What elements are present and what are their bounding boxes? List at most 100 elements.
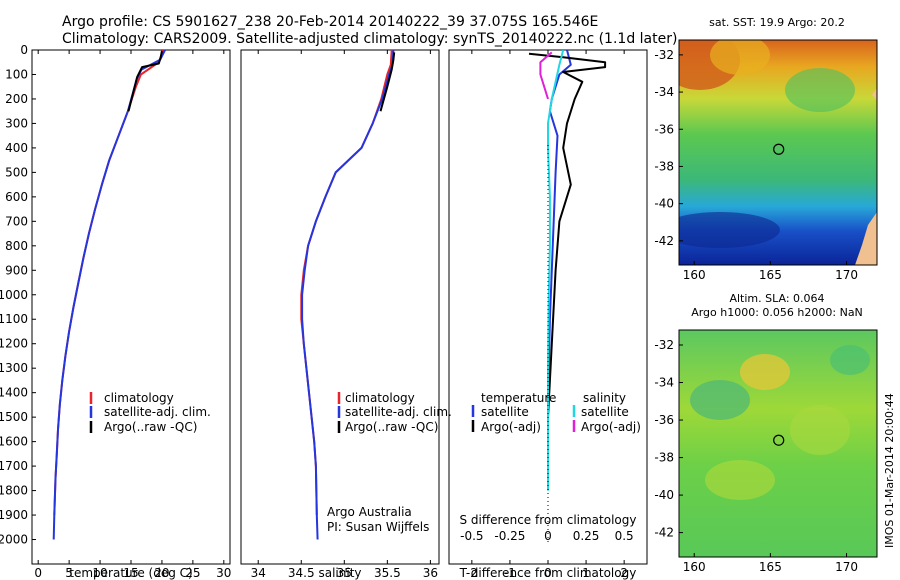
sla-map-frame [678, 329, 878, 558]
series-line [528, 52, 607, 467]
argo-location-marker [773, 143, 785, 155]
difference-profile-lines [528, 50, 607, 491]
x-tick-label: 15 [123, 566, 138, 580]
salinity-legend: climatology satellite-adj. clim. Argo(..… [337, 391, 452, 434]
legend-label-satellite: satellite-adj. clim. [104, 405, 211, 419]
legend-title-salinity: salinity [583, 391, 626, 405]
t-difference-axis-label: T difference from climatology [459, 566, 637, 580]
depth-tick-label: 1600 [0, 435, 28, 449]
legend-label-argo: Argo(..raw -QC) [104, 420, 197, 434]
depth-tick-label: 1100 [0, 312, 28, 326]
s-diff-tick-label: -0.25 [494, 529, 525, 543]
sst-map-title: sat. SST: 19.9 Argo: 20.2 [709, 16, 845, 29]
x-tick-label: 25 [185, 566, 200, 580]
series-line [539, 51, 553, 100]
legend-label-temp-satellite: satellite [481, 405, 529, 419]
map-y-tick-label: -38 [654, 159, 674, 173]
x-tick-label: 35.5 [374, 566, 401, 580]
argo-location-marker [773, 434, 785, 446]
depth-tick-label: 1900 [0, 508, 28, 522]
depth-tick-label: 2000 [0, 533, 28, 547]
x-tick-label: 1 [582, 566, 590, 580]
temperature-axis-label: temperature (deg C) [69, 566, 192, 580]
sla-map-axes: 160 165 170 -32 -34 -36 -38 -40 -42 [654, 338, 858, 574]
legend-label-satellite: satellite-adj. clim. [345, 405, 452, 419]
map-y-tick-label: -40 [654, 488, 674, 502]
difference-salinity-legend: salinity satellite Argo(-adj) [572, 391, 641, 434]
depth-tick-label: 500 [5, 165, 28, 179]
series-line [379, 52, 396, 112]
x-tick-label: 5 [65, 566, 73, 580]
legend-label-climatology: climatology [345, 391, 415, 405]
depth-axis: 0 100 200 300 400 500 600 700 800 900 1000 1100 1200… [0, 43, 36, 547]
legend-label-climatology: climatology [104, 391, 174, 405]
x-tick-label: 34 [251, 566, 266, 580]
temperature-legend: climatology satellite-adj. clim. Argo(..… [89, 391, 211, 434]
depth-tick-label: 100 [5, 67, 28, 81]
series-line [301, 50, 395, 540]
depth-tick-label: 300 [5, 116, 28, 130]
map-x-tick-label: 165 [759, 268, 782, 282]
map-y-tick-label: -42 [654, 526, 674, 540]
depth-tick-label: 1200 [0, 337, 28, 351]
sst-map-image [679, 40, 877, 265]
map-x-tick-label: 170 [835, 268, 858, 282]
series-line [127, 51, 163, 112]
legend-label-argo: Argo(..raw -QC) [345, 420, 438, 434]
header-line-2: Climatology: CARS2009. Satellite-adjuste… [62, 31, 677, 47]
x-tick-label: 10 [92, 566, 107, 580]
legend-label-sal-satellite: satellite [581, 405, 629, 419]
s-diff-tick-label: -0.5 [460, 529, 483, 543]
depth-tick-label: 1300 [0, 361, 28, 375]
depth-tick-label: 200 [5, 92, 28, 106]
difference-temperature-legend: temperature satellite Argo(-adj) [471, 391, 556, 434]
depth-tick-label: 1700 [0, 459, 28, 473]
sla-map-image [679, 330, 877, 557]
series-line [547, 50, 565, 491]
sla-map-subtitle: Argo h1000: 0.056 h2000: NaN [691, 306, 863, 319]
legend-title-temperature: temperature [481, 391, 556, 405]
map-y-tick-label: -40 [654, 197, 674, 211]
s-diff-tick-label: 0.5 [615, 529, 634, 543]
x-tick-label: 30 [216, 566, 231, 580]
x-tick-label: 36 [423, 566, 438, 580]
depth-tick-label: 400 [5, 141, 28, 155]
depth-tick-label: 0 [20, 43, 28, 57]
salinity-x-axis: 34 34.5 35 35.5 36 [251, 50, 438, 580]
map-y-tick-label: -38 [654, 451, 674, 465]
temperature-panel-frame [31, 49, 231, 565]
depth-tick-label: 1800 [0, 484, 28, 498]
map-y-tick-label: -32 [654, 338, 674, 352]
x-tick-label: 34.5 [288, 566, 315, 580]
x-tick-label: -1 [504, 566, 516, 580]
x-tick-label: 20 [154, 566, 169, 580]
depth-tick-label: 700 [5, 214, 28, 228]
x-tick-label: 35 [337, 566, 352, 580]
map-x-tick-label: 160 [683, 560, 706, 574]
legend-label-temp-argo: Argo(-adj) [481, 420, 541, 434]
map-y-tick-label: -36 [654, 413, 674, 427]
salinity-profile-lines [300, 50, 396, 540]
depth-tick-label: 1000 [0, 288, 28, 302]
difference-x-axis: -2 -1 0 1 2 -0.5 -0.25 0 0.25 0.5 [460, 50, 634, 580]
legend-label-sal-argo: Argo(-adj) [581, 420, 641, 434]
salinity-panel-frame [240, 49, 440, 565]
s-diff-tick-label: 0 [544, 529, 552, 543]
x-tick-label: -2 [466, 566, 478, 580]
x-tick-label: 0 [34, 566, 42, 580]
header-line-1: Argo profile: CS 5901627_238 20-Feb-2014… [62, 14, 598, 30]
map-x-tick-label: 170 [835, 560, 858, 574]
s-difference-axis-label: S difference from climatology [460, 513, 637, 527]
temperature-profile-lines [52, 50, 166, 540]
credit-institution: Argo Australia [327, 505, 412, 519]
x-tick-label: 2 [620, 566, 628, 580]
depth-tick-label: 1500 [0, 410, 28, 424]
depth-tick-label: 900 [5, 263, 28, 277]
map-x-tick-label: 160 [683, 268, 706, 282]
map-y-tick-label: -34 [654, 376, 674, 390]
map-y-tick-label: -34 [654, 85, 674, 99]
depth-tick-label: 800 [5, 239, 28, 253]
salinity-axis-label: salinity [318, 566, 361, 580]
s-diff-tick-label: 0.25 [573, 529, 600, 543]
